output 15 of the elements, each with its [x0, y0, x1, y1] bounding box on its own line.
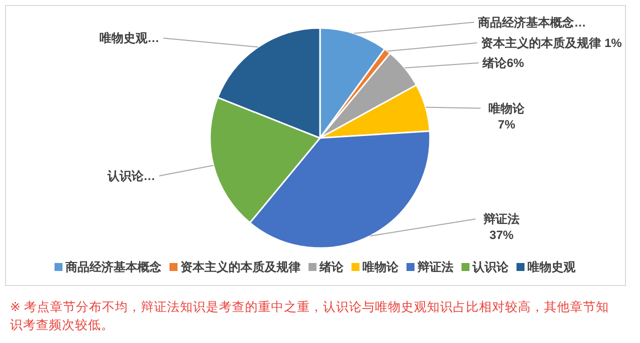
legend-label: 唯物论 [362, 260, 400, 274]
text: ※ 考点章节分布不均，辩证法知识是考查的重中之重，认识论与唯物史观知识占比相对较高，其他章节知识考查频次较低。 [10, 299, 610, 334]
legend-label: 辩证法 [416, 260, 454, 274]
data-label: 商品经济基本概念… [477, 15, 586, 30]
data-label: 资本主义的本质及规律 1% [481, 36, 622, 50]
legend-label: 认识论 [472, 260, 510, 274]
legend-label: 绪论 [318, 260, 344, 274]
legend-label: 唯物史观 [528, 260, 576, 274]
data-label: 唯物论 7% [488, 101, 526, 132]
legend-label: 商品经济基本概念 [64, 260, 162, 274]
legend-label: 资本主义的本质及规律 [180, 260, 300, 274]
data-label: 辩证法 37% [482, 212, 520, 242]
data-label: 认识论… [106, 168, 156, 183]
data-label: 唯物史观… [99, 31, 160, 46]
data-label: 绪论6% [482, 56, 524, 70]
